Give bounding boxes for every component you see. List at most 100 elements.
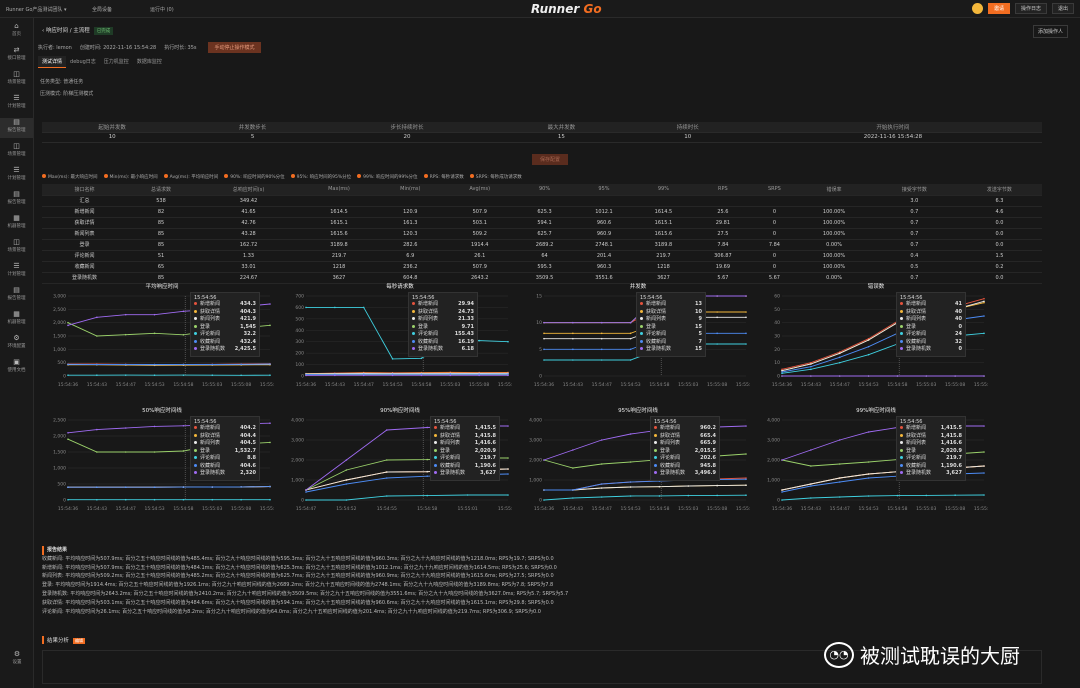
stop-mode-button[interactable]: 手动停止操作模式 — [208, 42, 261, 53]
sidebar-item-settings[interactable]: ⚙ 设置 — [0, 650, 34, 670]
data-point — [362, 306, 365, 309]
tab[interactable]: 压力机监控 — [103, 59, 129, 65]
team-switcher[interactable]: Runner Go产品测试团队 ▾ — [6, 7, 67, 13]
tooltip-row: 获取详情 1,415.8 — [434, 433, 496, 441]
table-cell: 1615.1 — [302, 217, 376, 229]
add-operator-button[interactable]: 添加操作人 — [1032, 25, 1068, 38]
table-cell: 100.00% — [796, 228, 872, 240]
data-point — [426, 458, 428, 461]
config-header: 并发数步长 — [182, 122, 323, 133]
save-config-button[interactable]: 保存配置 — [532, 154, 569, 165]
tooltip-series-name: 新增新闻 — [418, 301, 439, 307]
data-point — [426, 470, 428, 473]
table-row[interactable]: 评论新闻 51 1.33 219.7 6.9 26.1 64 201.4 219.7 306.87… — [42, 250, 1042, 262]
table-row[interactable]: 登录随机数 85 224.67 3627 604.8 2643.2 3509.5 3551.6… — [42, 272, 1042, 284]
tooltip-value: 202.6 — [700, 455, 716, 461]
data-point — [345, 459, 348, 461]
x-tick-label: 15:54:58 — [649, 382, 669, 388]
tab[interactable]: 测试详情 — [38, 56, 67, 68]
sidebar-item[interactable]: ⚙ 环境配置 — [0, 334, 33, 354]
sidebar-item[interactable]: ⌂ 首页 — [0, 22, 33, 42]
tooltip-row: 登录 2,020.9 — [900, 448, 962, 456]
sidebar-item[interactable]: ☰ 计划管理 — [0, 166, 33, 186]
tooltip-value: 15 — [695, 323, 702, 330]
tooltip-value: 16.19 — [458, 338, 474, 345]
table-cell: 收藏新闻 — [42, 261, 127, 273]
table-cell: 3627 — [633, 272, 694, 284]
table-row[interactable]: 登录 85 162.72 3189.8 282.6 1914.4 2689.2 2748.1 3… — [42, 239, 1042, 251]
tooltip-label: 登录 — [412, 324, 428, 332]
tooltip-value: 3,627 — [480, 470, 496, 476]
data-point — [983, 451, 985, 453]
tooltip-row: 收藏新闻 7 — [640, 339, 702, 347]
x-tick-label: 15:55:11 — [260, 506, 274, 512]
sidebar-item[interactable]: ☰ 计划管理 — [0, 94, 33, 114]
tooltip-value: 1,416.6 — [940, 440, 962, 446]
global-device-link[interactable]: 全局设备 — [92, 7, 113, 13]
data-point — [240, 498, 242, 501]
invite-button[interactable]: 邀请 — [987, 3, 1010, 14]
sidebar-icon: ▦ — [13, 214, 20, 222]
back-icon[interactable]: ‹ — [42, 28, 46, 34]
tooltip-value: 219.7 — [480, 455, 496, 461]
tab[interactable]: 数据库监控 — [136, 59, 162, 65]
tooltip-series-name: 登录 — [200, 447, 211, 454]
tooltip-series-name: 获取详情 — [200, 308, 221, 315]
operation-log-button[interactable]: 操作日志 — [1014, 3, 1047, 14]
table-cell: 3189.8 — [302, 239, 376, 251]
table-row[interactable]: 新闻列表 85 43.28 1615.6 120.3 509.2 625.7 960.9 161… — [42, 228, 1042, 240]
table-cell: 新增新闻 — [42, 206, 127, 218]
sidebar-item[interactable]: ◫ 场景管理 — [0, 70, 33, 90]
sidebar-item[interactable]: ⇄ 接口管理 — [0, 46, 33, 66]
data-point — [391, 358, 394, 360]
tab[interactable]: debug日志 — [70, 59, 96, 65]
tooltip-value: 6.18 — [461, 346, 474, 352]
chart-tooltip: 15:54:56 新增新闻 1,415.5 获取详情 1,415.8 新闻列表 1,416.… — [896, 416, 966, 481]
stats-header-cell: 总响应时间(s) — [195, 184, 303, 196]
config-value: 20 — [322, 132, 492, 143]
sidebar-item[interactable]: ▤ 报告管理 — [0, 286, 33, 306]
tooltip-label: 获取详情 — [194, 309, 220, 317]
sidebar-item[interactable]: ▤ 报告管理 — [0, 118, 33, 138]
data-point — [867, 473, 870, 475]
data-point — [658, 480, 661, 482]
tooltip-label: 登录随机数 — [194, 470, 225, 478]
table-row[interactable]: 汇总 538 349.42 3.0 6.3 — [42, 195, 1042, 207]
table-row[interactable]: 新增新闻 82 41.65 1614.5 120.9 507.9 625.3 1012.1 16… — [42, 206, 1042, 218]
table-row[interactable]: 获取详情 85 42.76 1615.1 161.3 503.1 594.1 960.6 161… — [42, 217, 1042, 229]
table-cell: 3627 — [302, 272, 376, 284]
tooltip-value: 404.3 — [240, 308, 256, 315]
y-tick-label: 1,000 — [53, 347, 66, 353]
data-point — [345, 483, 348, 485]
edit-button[interactable]: 编辑 — [73, 638, 86, 644]
sidebar-item[interactable]: ▦ 机器管理 — [0, 310, 33, 330]
tooltip-dot — [640, 302, 643, 305]
sidebar-item[interactable]: ▤ 报告管理 — [0, 190, 33, 210]
x-tick-label: 15:55:03 — [202, 506, 222, 512]
table-row[interactable]: 收藏新闻 65 33.01 1218 236.2 507.9 595.3 960.3 1218 1… — [42, 261, 1042, 273]
sidebar-item[interactable]: ◫ 场景管理 — [0, 142, 33, 162]
data-point — [600, 483, 603, 485]
data-point — [629, 481, 632, 483]
sidebar-item[interactable]: ▦ 机器管理 — [0, 214, 33, 234]
summary-textarea[interactable] — [42, 650, 1042, 684]
avatar[interactable] — [971, 3, 983, 14]
tooltip-row: 新闻列表 1,416.6 — [434, 440, 496, 448]
x-tick-label: 15:54:47 — [116, 506, 136, 512]
y-tick-label: 1,000 — [767, 478, 780, 484]
legend-dot — [224, 174, 229, 178]
running-count[interactable]: 运行中 (0) — [150, 7, 174, 13]
data-point — [629, 332, 632, 335]
sidebar-item[interactable]: ◫ 场景管理 — [0, 238, 33, 258]
legend-item: 90%: 响应时间的90%分位 — [224, 174, 285, 180]
sidebar-item[interactable]: ▣ 使用文档 — [0, 358, 33, 378]
sidebar-item[interactable]: ☰ 计划管理 — [0, 262, 33, 282]
y-tick-label: 1,000 — [53, 466, 66, 472]
exit-button[interactable]: 退出 — [1051, 3, 1074, 14]
data-point — [345, 469, 348, 471]
data-point — [572, 489, 574, 491]
data-point — [983, 315, 985, 317]
table-cell: 41.65 — [195, 206, 303, 218]
data-point — [153, 451, 156, 453]
tooltip-series-name: 收藏新闻 — [418, 338, 439, 345]
